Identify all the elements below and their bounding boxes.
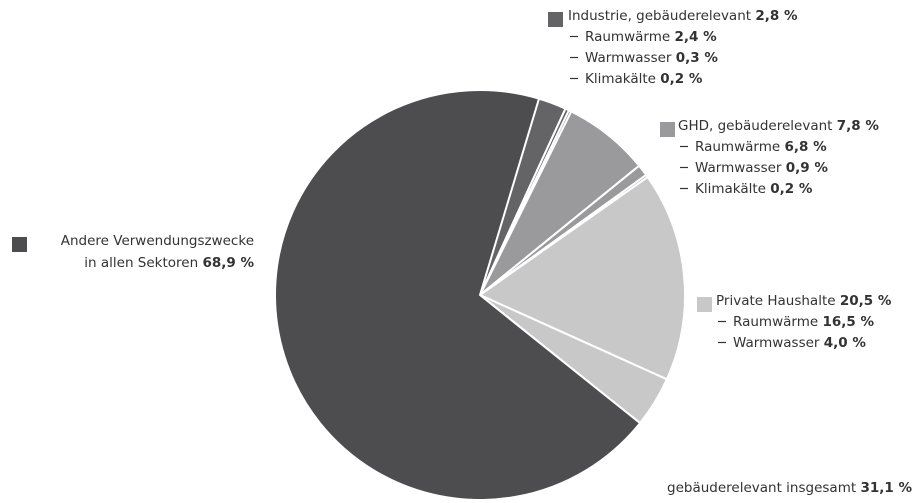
legend-part: Raumwärme 2,4 %: [585, 29, 717, 45]
legend-name: GHD, gebäuderelevant: [678, 118, 832, 134]
part-name: Warmwasser: [733, 335, 820, 351]
part-value: 0,2 %: [660, 71, 703, 87]
legend-part: Klimakälte 0,2 %: [585, 71, 703, 87]
legend-value: 20,5 %: [840, 293, 892, 309]
legend-part: Raumwärme 6,8 %: [695, 139, 827, 155]
legend-label: Private Haushalte 20,5 %: [716, 293, 892, 309]
part-value: 0,2 %: [770, 181, 813, 197]
part-name: Klimakälte: [695, 181, 766, 197]
pie-slice: [479, 176, 686, 381]
part-value: 6,8 %: [784, 139, 827, 155]
legend-label: Industrie, gebäuderelevant 2,8 %: [568, 8, 798, 24]
legend-label: Andere Verwendungszwecke: [61, 233, 254, 249]
legend-part: Warmwasser 4,0 %: [733, 335, 866, 351]
legend-label: in allen Sektoren 68,9 %: [84, 255, 254, 271]
legend-swatch: [548, 12, 563, 27]
part-value: 0,9 %: [786, 160, 829, 176]
part-name: Raumwärme: [585, 29, 670, 45]
part-value: 16,5 %: [822, 314, 874, 330]
part-name: Klimakälte: [585, 71, 656, 87]
legend-swatch: [12, 237, 27, 252]
part-name: Warmwasser: [695, 160, 782, 176]
legend-name: Andere Verwendungszwecke: [61, 233, 254, 249]
legend-name: Industrie, gebäuderelevant: [568, 8, 751, 24]
total-label: gebäuderelevant insgesamt 31,1 %: [667, 480, 912, 496]
part-name: Raumwärme: [695, 139, 780, 155]
part-value: 2,4 %: [674, 29, 717, 45]
legend-part: Raumwärme 16,5 %: [733, 314, 874, 330]
pie-slice: [274, 89, 642, 501]
total-name: gebäuderelevant insgesamt: [667, 480, 856, 496]
legend-part: Warmwasser 0,3 %: [585, 50, 718, 66]
legend-part: Klimakälte 0,2 %: [695, 181, 813, 197]
legend-name: Private Haushalte: [716, 293, 836, 309]
legend-name: in allen Sektoren: [84, 255, 198, 271]
legend-value: 2,8 %: [755, 8, 798, 24]
legend-swatch: [660, 122, 675, 137]
part-value: 0,3 %: [676, 50, 719, 66]
part-value: 4,0 %: [824, 335, 867, 351]
legend-part: Warmwasser 0,9 %: [695, 160, 828, 176]
total-value: 31,1 %: [860, 480, 912, 496]
part-name: Warmwasser: [585, 50, 672, 66]
part-name: Raumwärme: [733, 314, 818, 330]
legend-value: 68,9 %: [202, 255, 254, 271]
legend-label: GHD, gebäuderelevant 7,8 %: [678, 118, 879, 134]
legend-value: 7,8 %: [837, 118, 880, 134]
legend-swatch: [697, 297, 712, 312]
